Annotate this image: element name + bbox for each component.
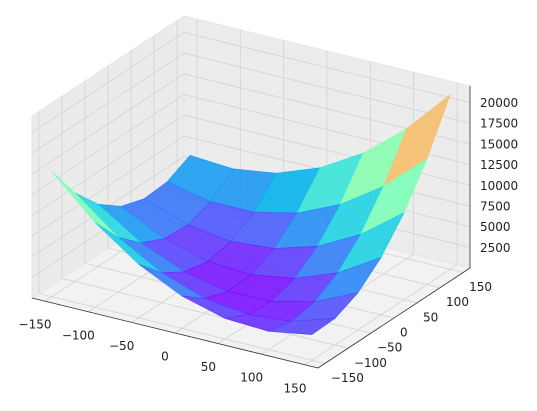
y-tick-label: 0 bbox=[400, 326, 408, 340]
z-tick-label: 5000 bbox=[480, 220, 511, 234]
x-tick-label: −150 bbox=[19, 318, 52, 332]
z-tick-label: 15000 bbox=[480, 137, 518, 151]
grid-line bbox=[38, 293, 326, 364]
z-tick-label: 17500 bbox=[480, 117, 518, 131]
grid-line bbox=[31, 32, 185, 133]
z-tick-label: 12500 bbox=[480, 158, 518, 172]
grid-line bbox=[183, 32, 471, 103]
y-tick-label: −100 bbox=[354, 356, 387, 370]
grid-line bbox=[183, 52, 471, 124]
grid-line bbox=[31, 114, 185, 216]
y-tick-label: 150 bbox=[469, 280, 492, 294]
x-tick-label: 0 bbox=[161, 350, 169, 364]
y-tick-label: 50 bbox=[423, 310, 438, 324]
z-tick-label: 7500 bbox=[480, 199, 511, 213]
x-tick-label: −50 bbox=[109, 339, 134, 353]
surface-patch bbox=[268, 318, 336, 335]
grid-line bbox=[61, 277, 349, 349]
grid-line bbox=[183, 114, 471, 186]
z-tick-label: 20000 bbox=[480, 96, 518, 110]
y-tick-label: −150 bbox=[331, 371, 364, 385]
z-tick-label: 2500 bbox=[480, 241, 511, 255]
x-tick-label: 100 bbox=[240, 371, 263, 385]
y-tick-label: −50 bbox=[377, 341, 402, 355]
axis-line bbox=[31, 297, 319, 369]
x-tick-label: 50 bbox=[201, 360, 216, 374]
z-tick-label: 10000 bbox=[480, 179, 518, 193]
grid-line bbox=[31, 135, 185, 237]
axis-line bbox=[317, 267, 471, 369]
x-tick-label: −100 bbox=[62, 328, 95, 342]
x-tick-label: 150 bbox=[284, 381, 307, 395]
grid-line bbox=[31, 73, 185, 175]
y-tick-label: 100 bbox=[446, 295, 469, 309]
grid-line bbox=[31, 52, 185, 154]
